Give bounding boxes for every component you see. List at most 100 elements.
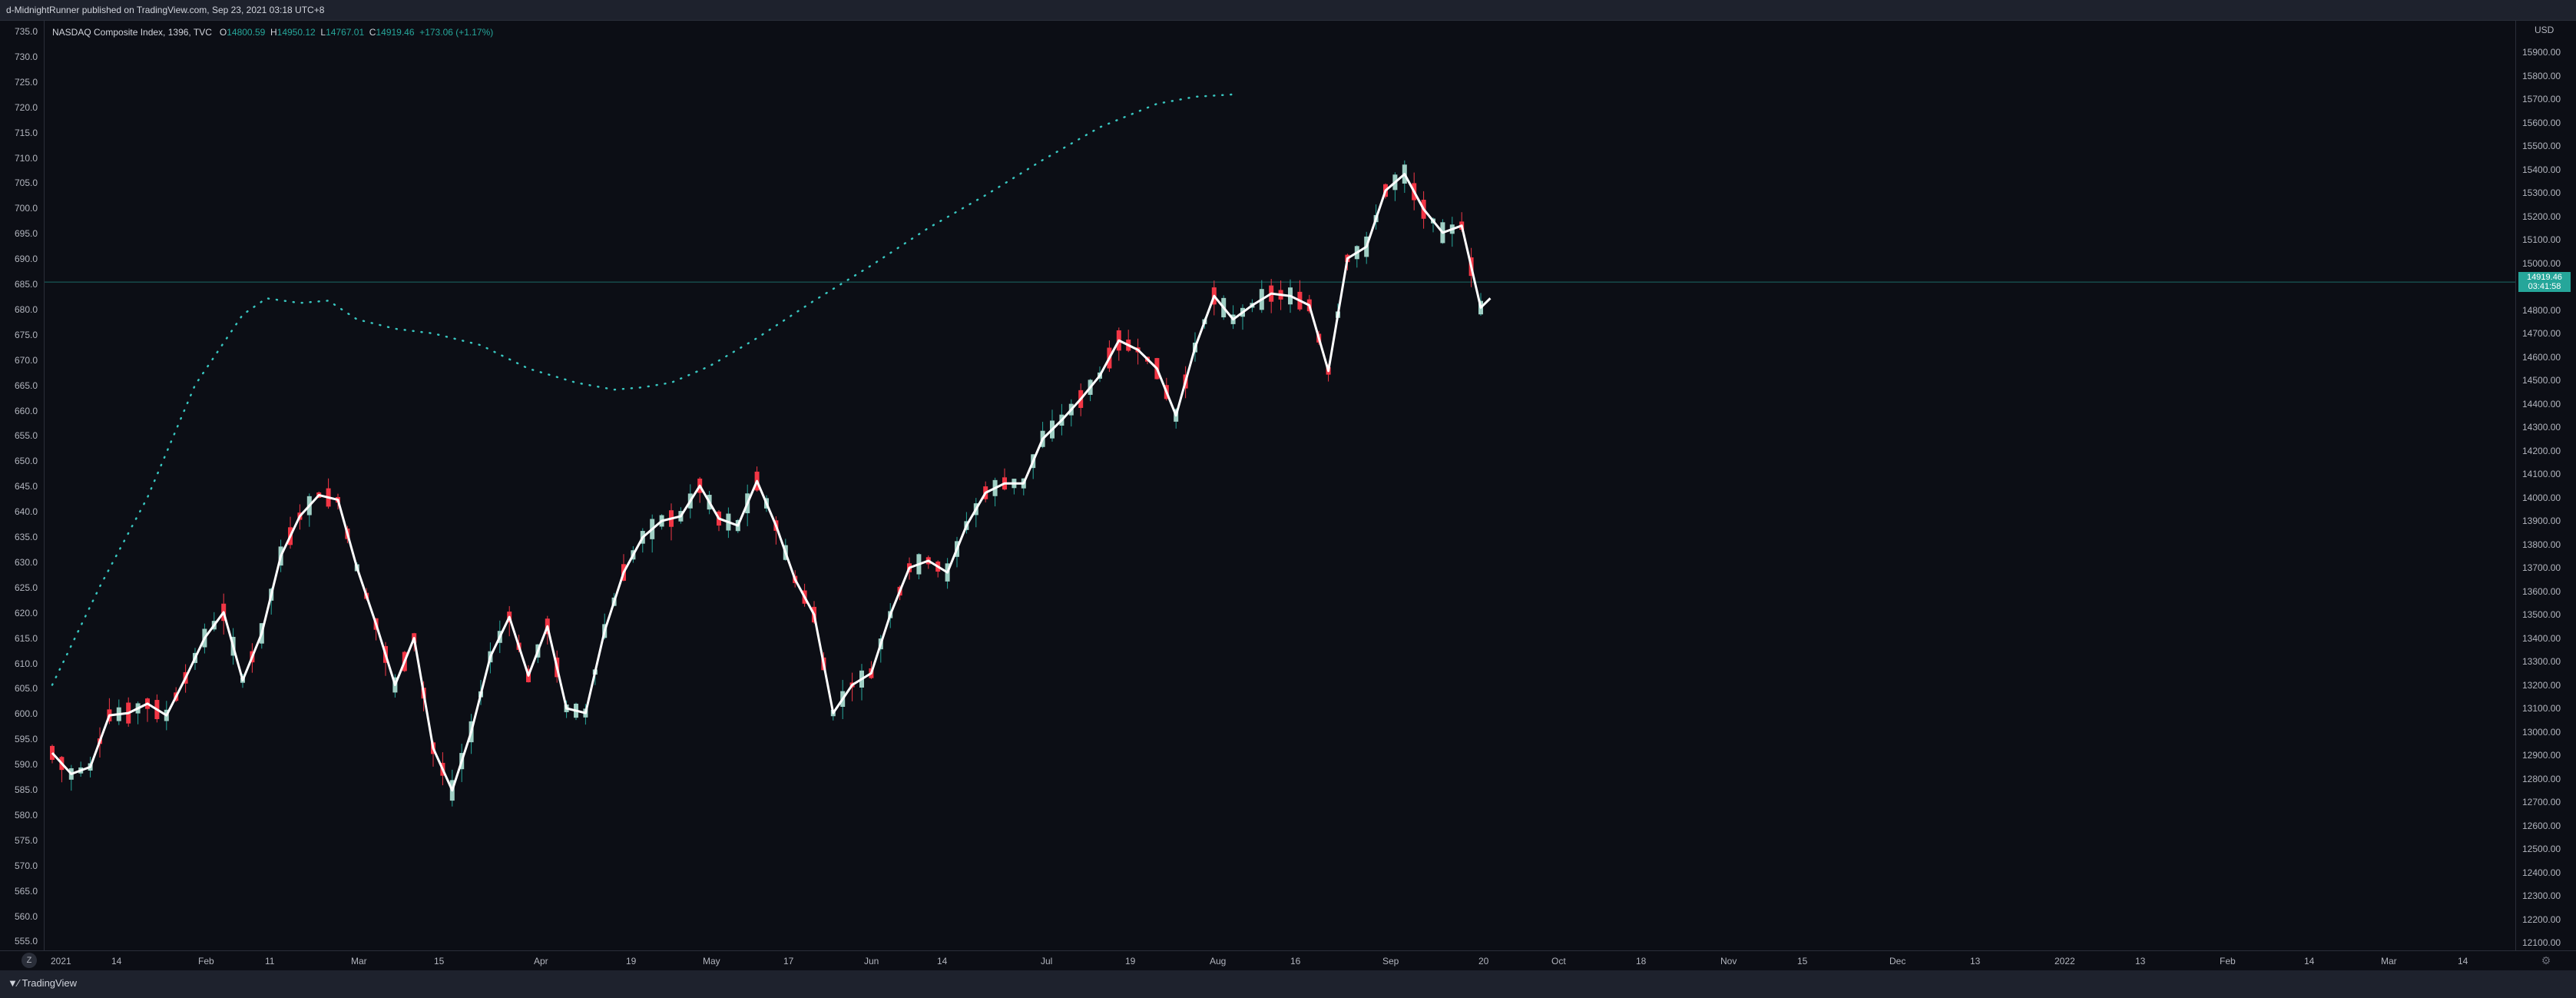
- left-axis-tick: 675.0: [14, 329, 38, 340]
- right-axis-tick: 12100.00: [2522, 937, 2561, 948]
- right-axis-tick: 14000.00: [2522, 492, 2561, 503]
- left-axis-tick: 705.0: [14, 177, 38, 189]
- time-axis-tick: Mar: [2381, 956, 2397, 967]
- left-axis-tick: 645.0: [14, 481, 38, 492]
- right-price-axis[interactable]: USD 15900.00 15800.00 15700.00 15600.00 1550…: [2515, 21, 2576, 950]
- price-tag-countdown: 03:41:58: [2528, 282, 2561, 292]
- left-axis-tick: 580.0: [14, 809, 38, 821]
- left-axis-tick: 665.0: [14, 380, 38, 391]
- time-axis-tick: Apr: [534, 956, 548, 967]
- right-axis-tick: 13400.00: [2522, 632, 2561, 644]
- right-axis-tick: 14600.00: [2522, 351, 2561, 363]
- high-label: H: [270, 27, 277, 38]
- right-axis-tick: 13900.00: [2522, 516, 2561, 526]
- time-axis-tick: 17: [783, 956, 794, 967]
- low-value: 14767.01: [326, 27, 365, 38]
- time-axis-tick: 2022: [2055, 956, 2075, 967]
- left-axis-tick: 600.0: [14, 708, 38, 720]
- right-axis-tick: 15200.00: [2522, 211, 2561, 222]
- left-axis-tick: 715.0: [14, 127, 38, 138]
- time-axis-tick: 14: [937, 956, 948, 967]
- tv-logo-icon: ▼⁄: [8, 977, 20, 989]
- left-axis-tick: 730.0: [14, 51, 38, 62]
- right-axis-tick: 13300.00: [2522, 656, 2561, 667]
- right-axis-tick: 12300.00: [2522, 890, 2561, 901]
- left-axis-tick: 670.0: [14, 354, 38, 366]
- left-axis-tick: 560.0: [14, 910, 38, 922]
- left-axis-tick: 660.0: [14, 405, 38, 416]
- time-axis-tick: 14: [2304, 956, 2315, 967]
- left-axis-tick: 735.0: [14, 26, 38, 37]
- left-axis-tick: 570.0: [14, 860, 38, 871]
- price-tag-value: 14919.46: [2527, 273, 2562, 283]
- footer-bar: ▼⁄ TradingView: [0, 970, 2576, 998]
- brand-name: TradingView: [22, 977, 77, 989]
- left-axis-tick: 695.0: [14, 228, 38, 240]
- left-axis-tick: 615.0: [14, 632, 38, 644]
- right-axis-tick: 14300.00: [2522, 422, 2561, 433]
- right-axis-tick: 12800.00: [2522, 773, 2561, 784]
- left-axis-tick: 685.0: [14, 279, 38, 290]
- time-axis-tick: 19: [626, 956, 637, 967]
- time-axis-tick: May: [703, 956, 720, 967]
- timezone-button[interactable]: Z: [22, 953, 37, 968]
- high-value: 14950.12: [276, 27, 316, 38]
- time-axis-tick: 19: [1125, 956, 1136, 967]
- left-axis-tick: 690.0: [14, 254, 38, 265]
- time-axis-tick: 16: [1290, 956, 1301, 967]
- right-axis-tick: 15600.00: [2522, 117, 2561, 128]
- left-axis-tick: 565.0: [14, 885, 38, 897]
- dotted-moving-average: [51, 93, 1234, 686]
- time-axis-tick: 2021: [51, 956, 71, 967]
- left-price-axis[interactable]: 735.0 730.0 725.0 720.0 715.0 710.0 705.0 700.0…: [0, 21, 45, 950]
- time-axis-tick: Feb: [198, 956, 214, 967]
- left-axis-tick: 650.0: [14, 456, 38, 467]
- left-axis-tick: 625.0: [14, 582, 38, 593]
- left-axis-tick: 595.0: [14, 734, 38, 745]
- time-axis-tick: 15: [1797, 956, 1808, 967]
- time-axis-tick: Jul: [1041, 956, 1053, 967]
- time-axis-tick: Nov: [1720, 956, 1737, 967]
- right-axis-tick: 13600.00: [2522, 585, 2561, 597]
- time-axis-tick: Dec: [1889, 956, 1906, 967]
- tradingview-logo[interactable]: ▼⁄ TradingView: [8, 977, 77, 989]
- open-label: O: [219, 27, 227, 38]
- left-axis-tick: 575.0: [14, 834, 38, 846]
- left-axis-tick: 605.0: [14, 683, 38, 695]
- left-axis-tick: 700.0: [14, 203, 38, 214]
- currency-label[interactable]: USD: [2535, 25, 2554, 35]
- left-axis-tick: 655.0: [14, 430, 38, 442]
- right-axis-tick: 15700.00: [2522, 94, 2561, 104]
- right-axis-tick: 15100.00: [2522, 234, 2561, 245]
- right-axis-tick: 15400.00: [2522, 164, 2561, 175]
- symbol-name[interactable]: NASDAQ Composite Index, 1396, TVC: [52, 27, 212, 38]
- current-price-tag: 14919.46 03:41:58: [2518, 272, 2571, 293]
- right-axis-tick: 14200.00: [2522, 445, 2561, 456]
- right-axis-tick: 13700.00: [2522, 562, 2561, 573]
- right-axis-tick: 12900.00: [2522, 750, 2561, 761]
- time-axis[interactable]: 2021 14 Feb 11 Mar 15 Apr 19 May 17 Jun 14 Jul 19 Aug 1…: [0, 950, 2576, 971]
- right-axis-tick: 13200.00: [2522, 679, 2561, 691]
- change-value: +173.06 (+1.17%): [419, 27, 494, 38]
- left-axis-tick: 635.0: [14, 532, 38, 542]
- left-axis-tick: 680.0: [14, 303, 38, 315]
- left-axis-tick: 720.0: [14, 101, 38, 113]
- left-axis-tick: 710.0: [14, 152, 38, 164]
- left-axis-tick: 610.0: [14, 658, 38, 669]
- chart-pane[interactable]: [45, 21, 2515, 950]
- right-axis-tick: 13800.00: [2522, 539, 2561, 550]
- time-axis-tick: Oct: [1551, 956, 1566, 967]
- right-axis-tick: 14800.00: [2522, 304, 2561, 316]
- right-axis-tick: 15000.00: [2522, 257, 2561, 269]
- right-axis-tick: 15900.00: [2522, 47, 2561, 58]
- right-axis-tick: 14500.00: [2522, 375, 2561, 386]
- time-axis-tick: 14: [111, 956, 122, 967]
- time-axis-tick: 14: [2458, 956, 2468, 967]
- time-axis-tick: 15: [434, 956, 445, 967]
- publish-info: d-MidnightRunner published on TradingVie…: [6, 5, 325, 15]
- time-axis-tick: 18: [1636, 956, 1647, 967]
- settings-gear-icon[interactable]: ⚙: [2541, 954, 2551, 967]
- right-axis-tick: 14400.00: [2522, 398, 2561, 409]
- left-axis-tick: 585.0: [14, 784, 38, 795]
